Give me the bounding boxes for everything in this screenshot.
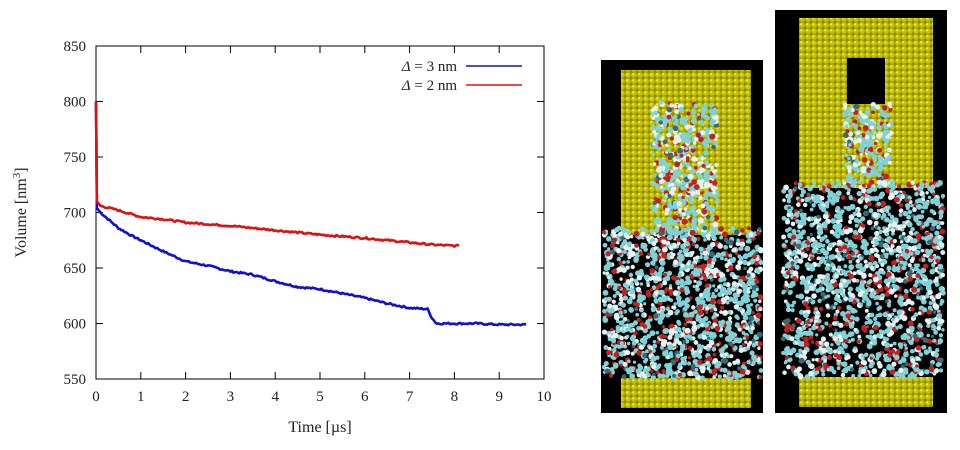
volume-time-chart: 0 1 2 3 4 5 6 7 8 9 10 550 600 650 700 750 800 850 Δ = 3 …	[11, 39, 552, 436]
series-layer	[94, 101, 527, 327]
x-axis-title: Time [µs]	[288, 419, 351, 436]
y-tick-label: 750	[64, 150, 87, 166]
legend-entry-1: Δ = 3 nm	[401, 59, 458, 75]
simulation-snapshot-right-image	[780, 18, 946, 407]
axes: 0 1 2 3 4 5 6 7 8 9 10 550 600 650 700 750 800 850	[64, 39, 552, 405]
x-tick-label: 4	[271, 389, 279, 405]
x-tick-label: 2	[182, 389, 190, 405]
y-tick-label: 800	[64, 95, 87, 111]
y-tick-label: 600	[64, 317, 87, 333]
y-axis-title-text: Volume [nm	[13, 178, 30, 258]
series-line-1	[94, 101, 527, 327]
simulation-snapshot-left-image	[601, 70, 763, 408]
x-tick-label: 7	[406, 389, 414, 405]
x-tick-label: 10	[537, 389, 552, 405]
simulation-snapshot-right	[775, 10, 947, 413]
y-tick-label: 700	[64, 206, 87, 222]
x-tick-label: 1	[137, 389, 145, 405]
legend: Δ = 3 nm Δ = 2 nm	[401, 59, 522, 94]
x-tick-label: 9	[495, 389, 503, 405]
y-axis-title: Volume [nm3]	[11, 167, 30, 257]
y-tick-label: 550	[64, 372, 87, 388]
x-tick-label: 8	[451, 389, 459, 405]
x-tick-label: 6	[361, 389, 369, 405]
y-tick-label: 850	[64, 39, 87, 55]
y-axis-title-close: ]	[13, 167, 30, 172]
x-tick-label: 3	[227, 389, 235, 405]
plot-frame	[95, 45, 545, 380]
y-axis-title-superscript: 3	[11, 172, 23, 178]
legend-entry-2: Δ = 2 nm	[401, 78, 458, 94]
series-line-2	[94, 101, 460, 248]
y-tick-label: 650	[64, 261, 87, 277]
x-tick-label: 5	[316, 389, 324, 405]
simulation-snapshot-left	[601, 60, 763, 413]
x-tick-label: 0	[92, 389, 100, 405]
